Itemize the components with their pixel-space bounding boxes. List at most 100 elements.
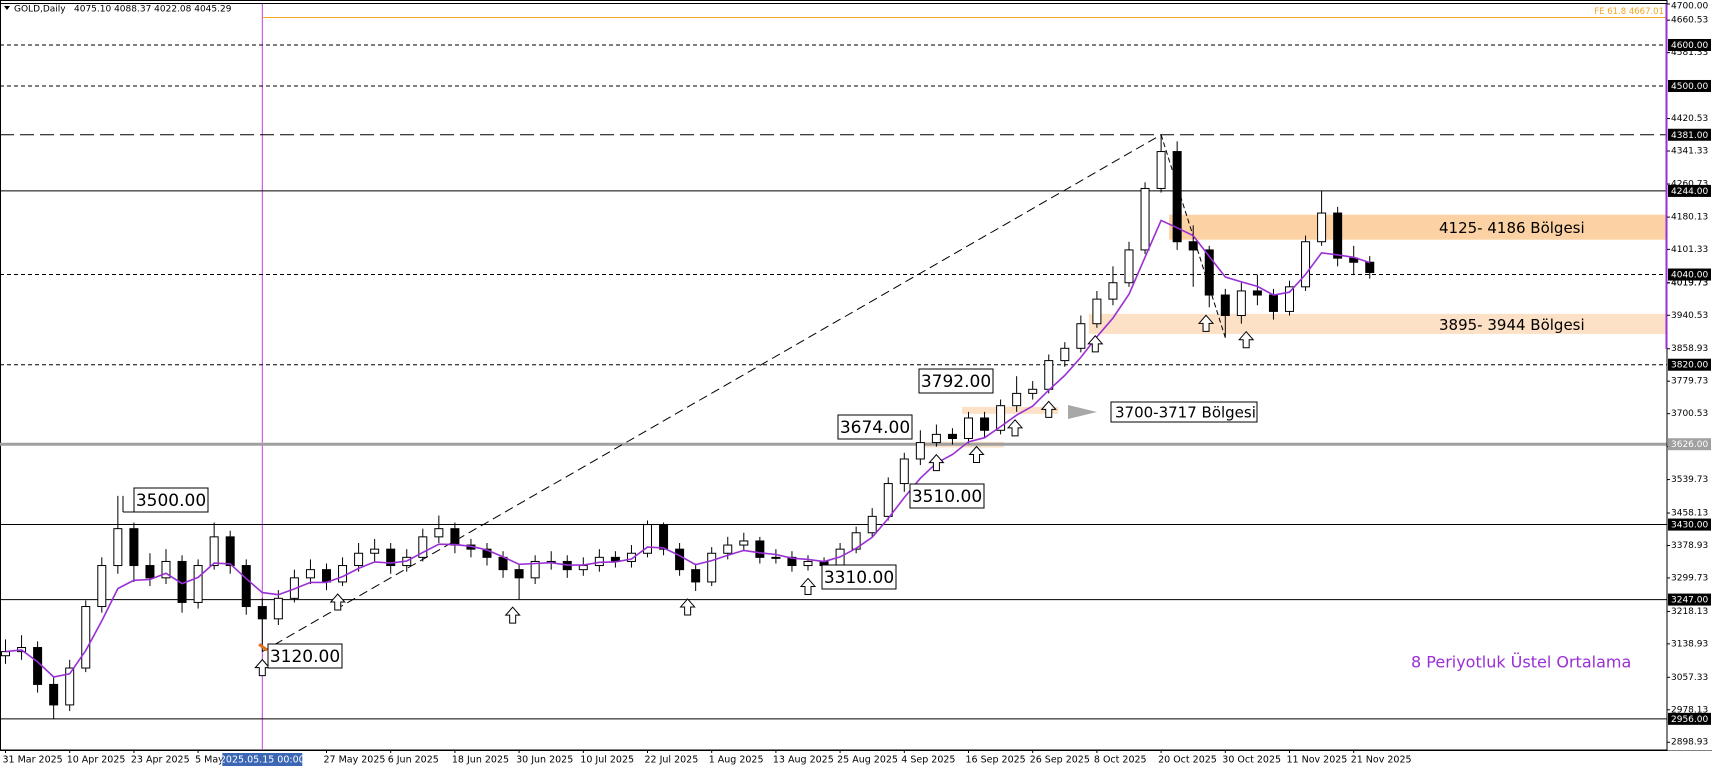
candle-body: [1044, 360, 1054, 390]
candle-body: [1156, 151, 1166, 189]
price-label: 3120.00: [270, 647, 340, 667]
price-label-box: [267, 643, 343, 669]
candle-body: [386, 548, 396, 567]
candle-body: [899, 458, 909, 485]
y-tick-label: 3700.53: [1671, 409, 1708, 419]
candle-body: [1333, 212, 1343, 259]
price-label-box: [909, 483, 985, 509]
level-label: 2956.00: [1671, 715, 1708, 725]
candle-body: [787, 556, 797, 567]
candle-body: [1365, 261, 1375, 273]
level-label-box: [1668, 438, 1711, 451]
x-tick-label: 27 May 2025: [324, 755, 386, 766]
candle-body: [193, 565, 203, 603]
y-tick-label: 4260.73: [1671, 180, 1708, 190]
y-tick-label: 4700.00: [1671, 2, 1708, 12]
arrow-up: [329, 593, 346, 611]
x-tick-label: 20 Oct 2025: [1158, 755, 1217, 766]
candle-body: [931, 433, 941, 444]
axis-bg: [1667, 0, 1712, 750]
x-tick-label: 6 Jun 2025: [388, 755, 439, 766]
candle-body: [129, 528, 139, 567]
y-tick-label: 3940.53: [1671, 311, 1708, 321]
level-label: 3430.00: [1671, 521, 1708, 531]
candle-body: [996, 405, 1006, 431]
candle-body: [97, 565, 107, 608]
arrow-up: [504, 606, 521, 624]
candle-body: [1140, 187, 1150, 251]
candle-body: [209, 536, 219, 567]
arrow-up: [799, 577, 817, 595]
x-tick-label: 23 Apr 2025: [131, 755, 190, 766]
zone: [962, 406, 1059, 414]
level-label-box: [1668, 358, 1711, 371]
candle-body: [643, 524, 652, 554]
candle-body: [1268, 294, 1278, 312]
y-tick-label: 2978.13: [1671, 705, 1708, 715]
arrow-up: [928, 453, 945, 472]
menu-icon: [4, 6, 10, 10]
y-tick-label: 3539.73: [1671, 475, 1708, 485]
level-label: 4040.00: [1671, 271, 1708, 281]
candle-body: [113, 528, 123, 567]
candle-body: [1317, 212, 1327, 243]
level-label-box: [1668, 184, 1711, 197]
candle-body: [354, 552, 364, 567]
plot-frame: [0, 0, 1668, 751]
y-tick-label: 3378.93: [1671, 541, 1708, 551]
candle-body: [578, 565, 588, 571]
candle-body: [883, 483, 893, 517]
arrow-up: [1006, 419, 1024, 437]
candle-body: [33, 647, 43, 685]
candle-body: [370, 548, 380, 554]
candle-body: [1124, 249, 1134, 284]
zone-label: 3895- 3944 Bölgesi: [1439, 316, 1585, 334]
level-label-box: [1668, 712, 1711, 725]
candle-body: [305, 569, 315, 579]
y-tick-label: 4660.53: [1671, 16, 1708, 26]
x-tick-label: 26 Sep 2025: [1030, 755, 1090, 766]
candle-body: [450, 528, 460, 546]
price-label: 3500.00: [136, 491, 206, 511]
candle-body: [1, 651, 10, 657]
candle-body: [755, 540, 765, 558]
candle-body: [691, 569, 701, 583]
level-label-box: [1668, 128, 1711, 141]
price-label: 3792.00: [921, 372, 991, 392]
zone-label-box: [1110, 401, 1258, 423]
zone: [1169, 214, 1667, 240]
candle-body: [482, 548, 492, 558]
y-tick-label: 3858.93: [1671, 344, 1708, 354]
candle-body: [1060, 347, 1070, 362]
x-tick-label: 8 Oct 2025: [1094, 755, 1147, 766]
y-tick-label: 3057.33: [1671, 673, 1708, 683]
level-label-box: [1668, 38, 1711, 51]
y-tick-label: 3458.13: [1671, 509, 1708, 519]
level-label-box: [1668, 79, 1711, 92]
level-label: 4600.00: [1671, 41, 1708, 51]
arrow-up: [968, 445, 985, 463]
trend-line: [262, 134, 1162, 653]
candle-body: [81, 606, 91, 669]
y-tick-label: 2898.93: [1671, 738, 1708, 748]
candle-body: [514, 569, 524, 579]
candle-body: [1108, 282, 1118, 300]
candle-body: [947, 433, 957, 439]
level-label: 3820.00: [1671, 361, 1708, 371]
candle-body: [1076, 323, 1086, 349]
candle-body: [530, 560, 540, 579]
zone-label: 4125- 4186 Bölgesi: [1439, 219, 1585, 237]
candle-body: [626, 552, 636, 562]
arrow-up: [1087, 335, 1104, 353]
candle-body: [418, 536, 428, 558]
ohlc-label: 4075.10 4088.37 4022.08 4045.29: [74, 5, 232, 15]
candle-body: [1172, 151, 1182, 243]
candle-body: [1204, 249, 1214, 296]
candle-body: [980, 417, 990, 431]
candle-body: [1301, 241, 1311, 288]
y-tick-label: 3779.73: [1671, 377, 1708, 387]
x-tick-label: 18 Jun 2025: [452, 755, 509, 766]
candle-body: [257, 606, 267, 620]
